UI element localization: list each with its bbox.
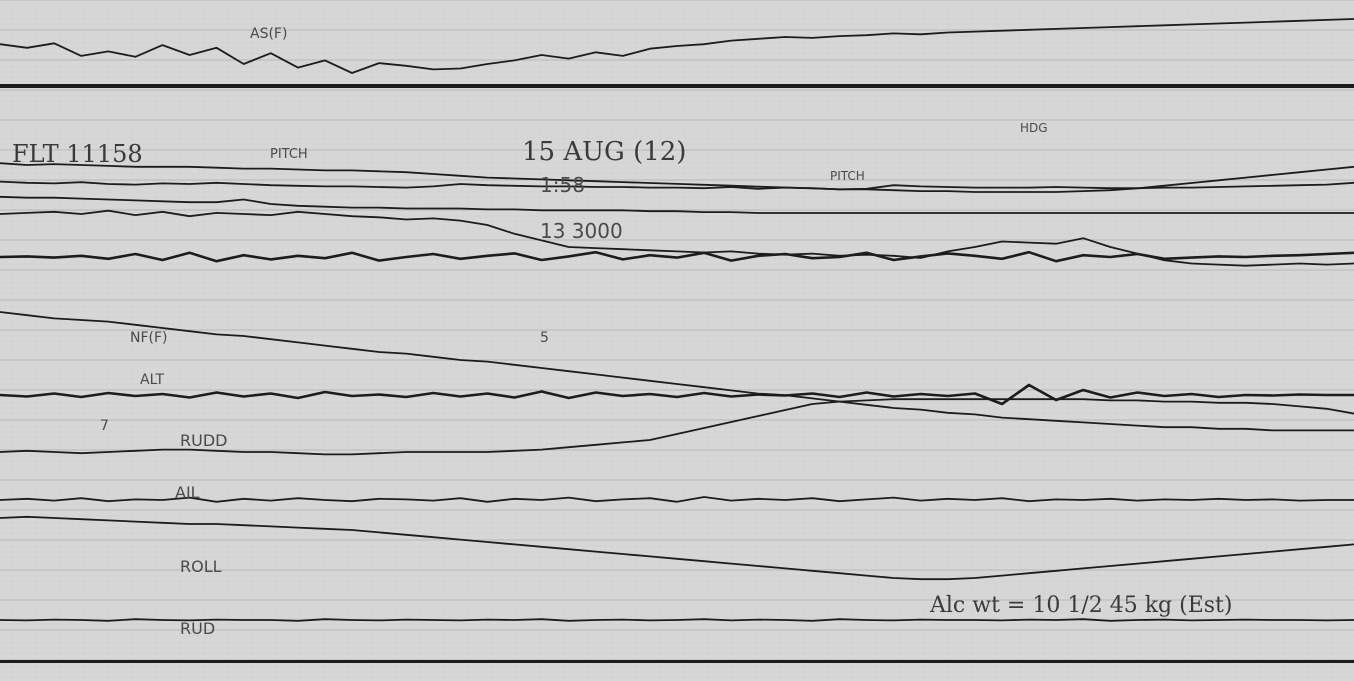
trace-line-4 [0,209,1354,267]
annotation-tag-ail: AIL [175,483,200,502]
annotation-tag-alt: ALT [140,372,164,388]
annotation-time-main: 15 AUG (12) [522,137,686,167]
band-bottom [0,660,1354,663]
trace-line-7 [0,311,1354,432]
chart-traces [0,18,1354,622]
trace-line-12 [0,618,1354,622]
annotation-tag-rudd: RUDD [180,431,227,450]
annotation-tag-roll: ROLL [180,557,222,576]
annotation-tag-pitch: PITCH [270,147,308,162]
trace-line-9 [0,398,1354,456]
band-top [0,84,1354,88]
trace-line-5 [0,180,1354,191]
annotation-tag-misc1: 7 [100,418,109,434]
trace-line-6 [0,250,1354,263]
trace-line-1 [0,18,1354,74]
annotation-tag-pitch2: PITCH [830,169,865,183]
trace-line-8 [0,383,1354,406]
annotation-tag-misc2: 5 [540,330,549,346]
trace-line-3 [0,195,1354,214]
annotation-flight: FLT 11158 [12,140,143,168]
annotation-tag-rud: RUD [180,619,215,638]
annotation-tag-nf: NF(F) [130,330,168,346]
annotation-tag-hdg: HDG [1020,121,1048,135]
annotation-time-sub: 1:58 [540,173,585,197]
annotation-tag-top: AS(F) [250,26,287,42]
trace-line-10 [0,496,1354,503]
annotation-count: 13 3000 [540,219,623,243]
annotation-note: Alc wt = 10 1/2 45 kg (Est) [929,593,1232,618]
trace-line-11 [0,515,1354,581]
